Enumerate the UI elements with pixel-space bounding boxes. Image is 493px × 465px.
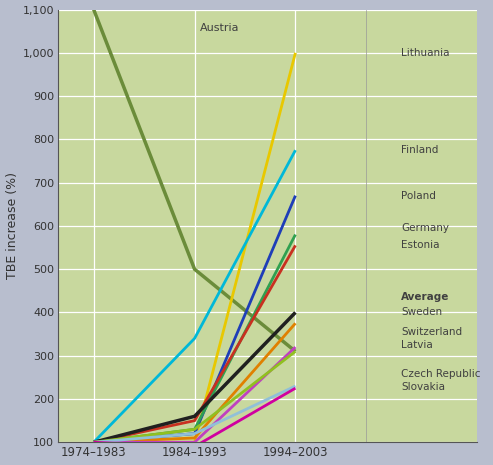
Text: Slovakia: Slovakia <box>401 382 445 392</box>
Text: Poland: Poland <box>401 191 436 200</box>
Y-axis label: TBE increase (%): TBE increase (%) <box>5 173 19 279</box>
Text: Sweden: Sweden <box>401 307 443 318</box>
Text: Switzerland: Switzerland <box>401 327 462 337</box>
Text: Czech Republic: Czech Republic <box>401 369 481 379</box>
Text: Latvia: Latvia <box>401 340 433 350</box>
Text: Finland: Finland <box>401 145 439 155</box>
Text: Lithuania: Lithuania <box>401 48 450 58</box>
Text: Estonia: Estonia <box>401 240 440 250</box>
Text: Average: Average <box>401 292 450 302</box>
Text: Austria: Austria <box>200 23 239 33</box>
Text: Germany: Germany <box>401 223 449 233</box>
